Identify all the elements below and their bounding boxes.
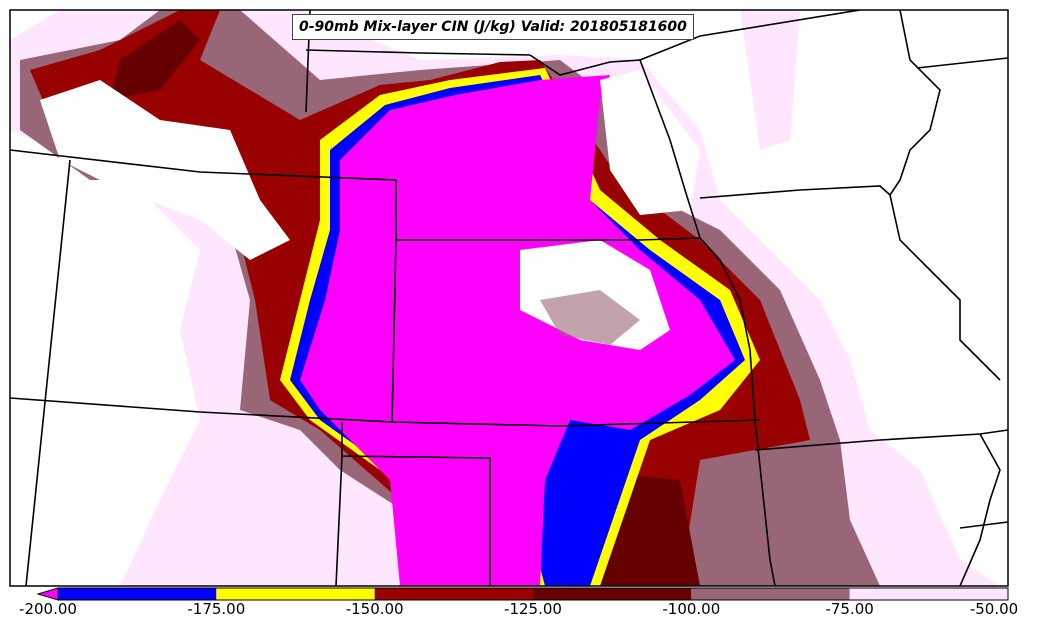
cin-band-maroon — [110, 20, 200, 100]
boundary-line — [305, 49, 531, 56]
boundary-line — [916, 57, 1008, 69]
colorbar-segment — [533, 588, 692, 600]
cin-hole-west — [40, 80, 290, 260]
boundary-line — [395, 180, 701, 241]
cin-field — [10, 10, 1000, 586]
cin-hole-north — [600, 70, 700, 215]
boundary-line — [10, 149, 397, 181]
colorbar-tick-label: -100.00 — [662, 600, 721, 618]
boundary-line — [959, 521, 1008, 529]
colorbar — [36, 587, 1009, 601]
colorbar-segment — [216, 588, 375, 600]
boundary-line — [959, 433, 1001, 586]
boundary-line — [639, 10, 861, 61]
boundary-line — [699, 185, 891, 199]
boundary-line — [341, 422, 491, 586]
cin-band-light-pink-ne — [740, 10, 800, 150]
boundary-line — [754, 419, 776, 586]
boundary-line — [889, 10, 1001, 381]
cin-hole-ks-mauve — [540, 290, 640, 345]
colorbar-segment — [691, 588, 850, 600]
cin-band-magenta — [300, 75, 735, 586]
boundary-line — [754, 429, 1008, 451]
colorbar-tick-label: -175.00 — [187, 600, 246, 618]
boundary-line — [391, 239, 397, 423]
colorbar-tick-label: -75.00 — [825, 600, 874, 618]
boundary-line — [529, 54, 756, 421]
colorbar-tick-label: -150.00 — [345, 600, 404, 618]
boundary-line — [335, 455, 343, 586]
map-title: 0-90mb Mix-layer CIN (J/kg) Valid: 20180… — [292, 14, 694, 40]
colorbar-under-triangle — [36, 587, 59, 601]
colorbar-segment — [374, 588, 533, 600]
boundary-line — [10, 397, 761, 427]
colorbar-segment — [58, 588, 217, 600]
state-boundaries — [10, 10, 1008, 586]
boundary-line — [25, 159, 71, 586]
colorbar-segment — [849, 588, 1008, 600]
colorbar-tick-label: -50.00 — [969, 600, 1019, 618]
colorbar-tick-label: -125.00 — [504, 600, 562, 618]
map-frame — [9, 9, 1009, 587]
colorbar-outline — [57, 587, 1009, 601]
colorbar-tick-label: -200.00 — [19, 600, 77, 618]
